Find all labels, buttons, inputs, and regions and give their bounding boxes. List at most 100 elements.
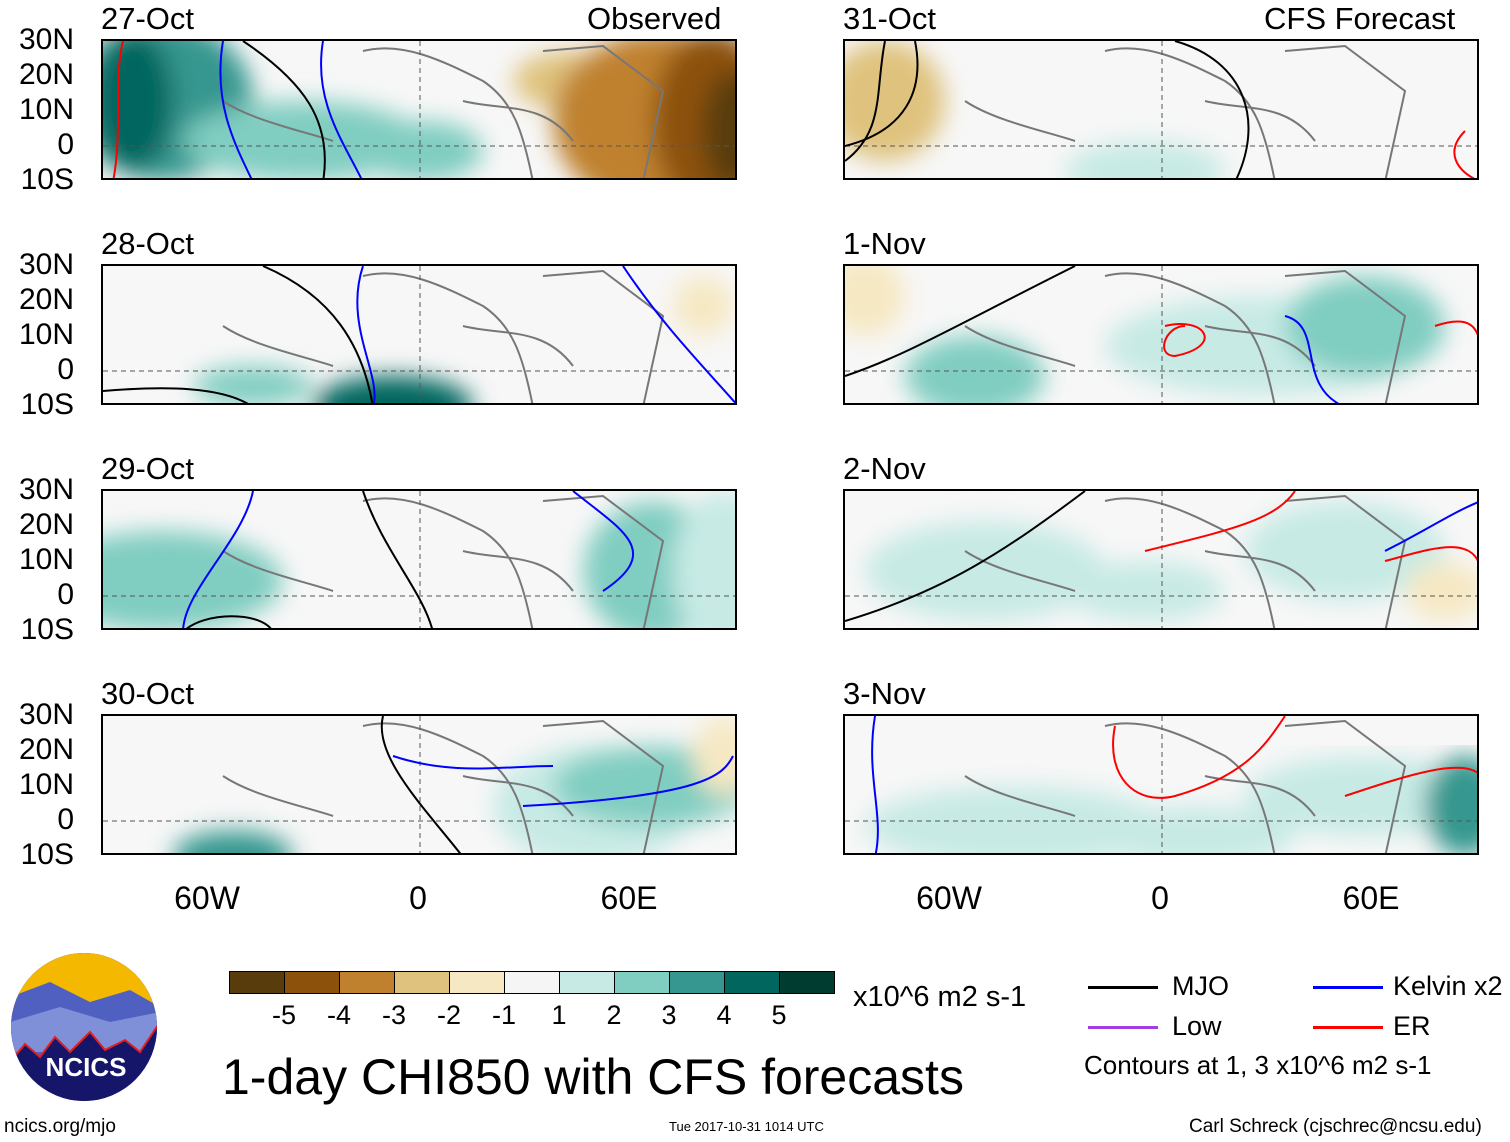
contour-line (182, 491, 254, 628)
footer-url[interactable]: ncics.org/mjo (4, 1116, 116, 1137)
anomaly-region (673, 491, 735, 628)
map-panel (101, 39, 737, 180)
anomaly-region (313, 376, 473, 403)
legend-line-er (1313, 1026, 1383, 1029)
panel-date-label: 28-Oct (101, 226, 195, 261)
anomaly-region (193, 366, 313, 403)
lat-label: 30N (18, 698, 74, 731)
lat-label: 0 (57, 353, 74, 386)
contour-line (1284, 315, 1340, 403)
panel-date-label: 27-Oct (101, 1, 195, 36)
colorbar-units: x10^6 m2 s-1 (853, 981, 1027, 1013)
anomaly-region (845, 266, 905, 336)
lon-label: 60E (600, 880, 658, 916)
legend-er: ER (1393, 1011, 1431, 1041)
lon-label: 60W (174, 880, 240, 916)
colorbar-label: -3 (381, 1000, 407, 1030)
svg-text:NCICS: NCICS (46, 1052, 127, 1082)
contour-line (845, 266, 1076, 377)
lat-label: 20N (18, 508, 74, 541)
lat-label: 0 (57, 578, 74, 611)
lat-label: 30N (18, 248, 74, 281)
contour-note: Contours at 1, 3 x10^6 m2 s-1 (1084, 1050, 1432, 1080)
colorbar-label: 4 (716, 1000, 732, 1030)
lat-label: 20N (18, 58, 74, 91)
colorbar-label: 5 (771, 1000, 787, 1030)
lat-label: 10S (20, 163, 74, 196)
contour-line (362, 491, 433, 628)
contour-line (219, 41, 253, 178)
anomaly-region (1095, 806, 1295, 853)
coastline (222, 44, 665, 178)
contour-line (845, 491, 1086, 622)
anomaly-region (103, 531, 283, 628)
panel-date-label: 29-Oct (101, 451, 195, 486)
coastline (964, 719, 1407, 853)
anomaly-region (1425, 756, 1477, 853)
contour-line (1434, 320, 1477, 336)
contour-line (1144, 491, 1296, 552)
map-panel (843, 489, 1479, 630)
map-panel (101, 264, 737, 405)
coastline (222, 269, 665, 403)
colorbar-label: 1 (551, 1000, 567, 1030)
forecast-header: CFS Forecast (1264, 1, 1456, 36)
lat-label: 10N (18, 768, 74, 801)
colorbar-label: -5 (271, 1000, 297, 1030)
colorbar-label: -1 (491, 1000, 517, 1030)
contour-line (871, 716, 879, 853)
coastline (222, 719, 665, 853)
anomaly-region (103, 41, 173, 171)
lat-label: 10S (20, 388, 74, 421)
contour-line (186, 615, 272, 628)
lat-label: 10S (20, 613, 74, 646)
lon-label: 0 (1151, 880, 1169, 916)
contour-line (1384, 546, 1477, 562)
lon-label: 0 (409, 880, 427, 916)
contour-line (103, 387, 249, 403)
ncics-logo: NCICS (11, 953, 157, 1101)
contour-line (1453, 130, 1476, 178)
contour-line (242, 41, 326, 178)
lat-label: 30N (18, 473, 74, 506)
coastline (964, 269, 1407, 403)
contour-line (1112, 716, 1286, 799)
colorbar-label: 2 (606, 1000, 622, 1030)
colorbar-swatch (284, 971, 340, 994)
anomaly-region (1405, 561, 1477, 621)
lat-label: 0 (57, 128, 74, 161)
contour-line (262, 266, 374, 403)
panel-date-label: 3-Nov (843, 676, 926, 711)
lat-label: 10N (18, 318, 74, 351)
colorbar-label: 3 (661, 1000, 677, 1030)
colorbar-swatch (614, 971, 670, 994)
contour-line (1163, 323, 1206, 358)
map-panel (101, 714, 737, 855)
anomaly-region (173, 831, 293, 853)
contour-line (845, 41, 886, 162)
colorbar-swatch (779, 971, 835, 994)
colorbar-swatch (724, 971, 780, 994)
coastline (964, 44, 1407, 178)
panel-date-label: 1-Nov (843, 226, 926, 261)
panel-date-label: 30-Oct (101, 676, 195, 711)
map-panel (843, 264, 1479, 405)
legend-low: Low (1172, 1011, 1222, 1041)
anomaly-region (703, 71, 735, 178)
panel-date-label: 31-Oct (843, 1, 937, 36)
anomaly-region (553, 746, 735, 826)
anomaly-region (865, 786, 1165, 853)
lat-label: 20N (18, 283, 74, 316)
legend-line-mjo (1088, 986, 1158, 989)
contour-line (1344, 766, 1477, 797)
colorbar-swatch (229, 971, 285, 994)
anomaly-region (363, 121, 483, 178)
anomaly-region (1245, 501, 1445, 601)
legend-mjo: MJO (1172, 971, 1229, 1001)
anomaly-region (905, 336, 1045, 403)
anomaly-region (1065, 561, 1225, 621)
contour-line (112, 41, 124, 178)
contour-line (1384, 501, 1477, 552)
anomaly-region (183, 101, 423, 178)
